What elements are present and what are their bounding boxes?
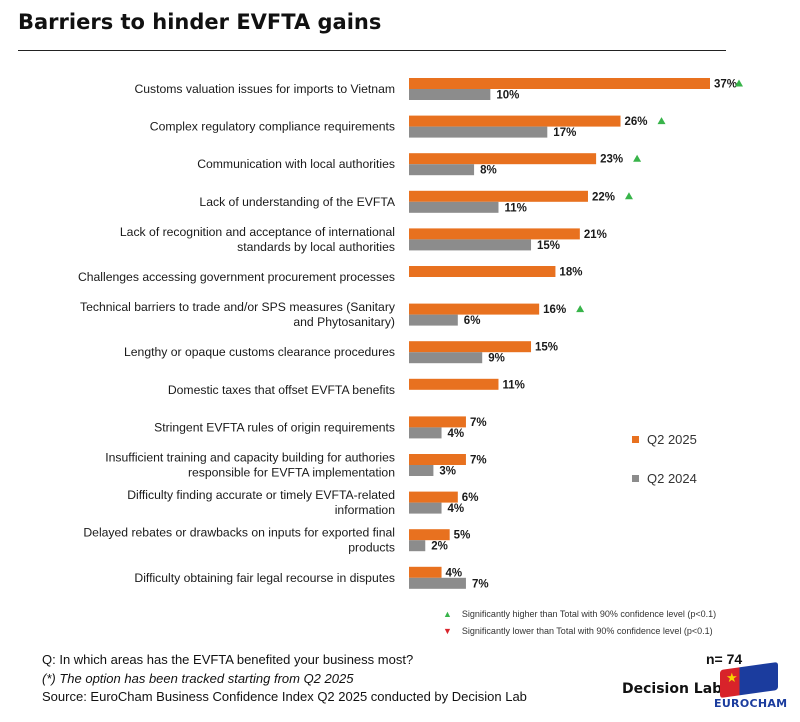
value-label-q2-2024: 4% (448, 503, 465, 515)
bar-q2-2025 (409, 115, 621, 127)
eurocham-logo: ★ EUROCHAM (706, 661, 792, 720)
bar-q2-2025 (409, 153, 597, 165)
legend-label-q2-2025: Q2 2025 (647, 432, 697, 447)
category-label: Difficulty finding accurate or timely EV… (127, 488, 395, 502)
category-label: Lengthy or opaque customs clearance proc… (124, 345, 395, 359)
category-label: Lack of recognition and acceptance of in… (120, 225, 395, 239)
category-label: standards by local authorities (237, 240, 395, 254)
value-label-q2-2025: 4% (446, 567, 463, 579)
value-label-q2-2024: 11% (504, 202, 526, 214)
category-label: Customs valuation issues for imports to … (134, 82, 395, 96)
footer-note: (*) The option has been tracked starting… (42, 671, 354, 686)
footer-source: Source: EuroCham Business Confidence Ind… (42, 689, 527, 704)
value-label-q2-2025: 6% (462, 492, 479, 504)
value-label-q2-2024: 17% (553, 127, 576, 139)
bar-q2-2024 (409, 314, 458, 326)
value-label-q2-2025: 23% (600, 154, 623, 166)
sig-higher-note: ▲ Significantly higher than Total with 9… (443, 609, 716, 619)
bar-q2-2024 (409, 126, 548, 138)
value-label-q2-2025: 22% (592, 191, 615, 203)
bar-q2-2025 (409, 228, 580, 240)
value-label-q2-2024: 2% (431, 541, 448, 553)
category-label: Delayed rebates or drawbacks on inputs f… (83, 526, 395, 540)
sample-size: n= 74 (706, 651, 743, 667)
sig-higher-text: Significantly higher than Total with 90%… (461, 609, 717, 619)
star-icon: ★ (726, 670, 738, 685)
decision-lab-logo: Decision Lab (622, 681, 723, 697)
significance-up-icon (624, 192, 633, 200)
bar-q2-2025 (409, 529, 450, 541)
legend-swatch-q2-2024 (632, 475, 639, 482)
value-label-q2-2025: 26% (625, 116, 648, 128)
bar-q2-2024 (409, 502, 442, 514)
value-label-q2-2025: 18% (559, 267, 582, 279)
legend-item-q2-2024: Q2 2024 (632, 471, 697, 486)
bar-q2-2024 (409, 201, 499, 213)
bar-q2-2025 (409, 78, 710, 89)
category-label: Communication with local authorities (197, 157, 395, 171)
bar-q2-2024 (409, 164, 475, 176)
bar-q2-2025 (409, 341, 532, 353)
bar-q2-2025 (409, 378, 499, 390)
significance-up-icon (657, 117, 666, 125)
category-label: responsible for EVFTA implementation (188, 466, 395, 480)
bar-q2-2024 (409, 465, 434, 476)
value-label-q2-2024: 6% (464, 315, 481, 327)
legend-item-q2-2025: Q2 2025 (632, 432, 697, 447)
triangle-down-icon: ▼ (443, 626, 452, 636)
value-label-q2-2025: 5% (454, 530, 471, 542)
value-label-q2-2025: 15% (535, 342, 558, 354)
value-label-q2-2024: 10% (496, 90, 519, 102)
significance-up-icon (735, 79, 743, 87)
value-label-q2-2024: 8% (480, 165, 497, 177)
bar-q2-2024 (409, 577, 466, 589)
category-label: Challenges accessing government procurem… (78, 270, 395, 284)
significance-up-icon (576, 305, 585, 313)
category-label: Complex regulatory compliance requiremen… (150, 120, 395, 134)
category-label: Technical barriers to trade and/or SPS m… (80, 300, 396, 314)
value-label-q2-2025: 7% (470, 417, 487, 429)
title-divider (18, 50, 726, 51)
bar-q2-2024 (409, 89, 491, 100)
category-label: products (348, 541, 395, 555)
bar-chart: Customs valuation issues for imports to … (78, 78, 743, 590)
value-label-q2-2024: 7% (472, 578, 489, 590)
legend-swatch-q2-2025 (632, 436, 639, 443)
value-label-q2-2025: 7% (470, 455, 487, 467)
bar-q2-2024 (409, 352, 483, 364)
bar-q2-2024 (409, 540, 426, 552)
category-label: and Phytosanitary) (293, 315, 395, 329)
bar-q2-2025 (409, 266, 556, 277)
value-label-q2-2024: 3% (439, 466, 456, 478)
bar-q2-2024 (409, 427, 442, 439)
value-label-q2-2024: 15% (537, 240, 560, 252)
category-label: Stringent EVFTA rules of origin requirem… (154, 420, 395, 434)
category-label: information (335, 503, 395, 517)
sig-lower-note: ▼ Significantly lower than Total with 90… (443, 626, 713, 636)
value-label-q2-2025: 16% (543, 304, 566, 316)
triangle-up-icon: ▲ (443, 609, 452, 619)
category-label: Lack of understanding of the EVFTA (199, 195, 395, 209)
chart-title: Barriers to hinder EVFTA gains (18, 10, 382, 34)
value-label-q2-2025: 37% (714, 79, 737, 91)
sig-lower-text: Significantly lower than Total with 90% … (461, 626, 713, 636)
bar-q2-2024 (409, 239, 532, 251)
value-label-q2-2024: 4% (448, 428, 465, 440)
category-label: Insufficient training and capacity build… (105, 451, 395, 465)
bar-q2-2025 (409, 416, 466, 428)
bar-q2-2025 (409, 190, 588, 202)
bar-q2-2025 (409, 491, 458, 503)
category-label: Domestic taxes that offset EVFTA benefit… (168, 383, 395, 397)
bar-q2-2025 (409, 454, 466, 465)
footer-question: Q: In which areas has the EVFTA benefite… (42, 652, 414, 667)
category-label: Difficulty obtaining fair legal recourse… (134, 571, 395, 585)
bar-q2-2025 (409, 566, 442, 578)
value-label-q2-2025: 11% (502, 379, 524, 391)
value-label-q2-2024: 9% (488, 353, 505, 365)
legend-label-q2-2024: Q2 2024 (647, 471, 697, 486)
value-label-q2-2025: 21% (584, 229, 607, 241)
bar-q2-2025 (409, 303, 540, 315)
significance-up-icon (633, 154, 642, 162)
eurocham-wordmark: EUROCHAM (714, 697, 788, 710)
